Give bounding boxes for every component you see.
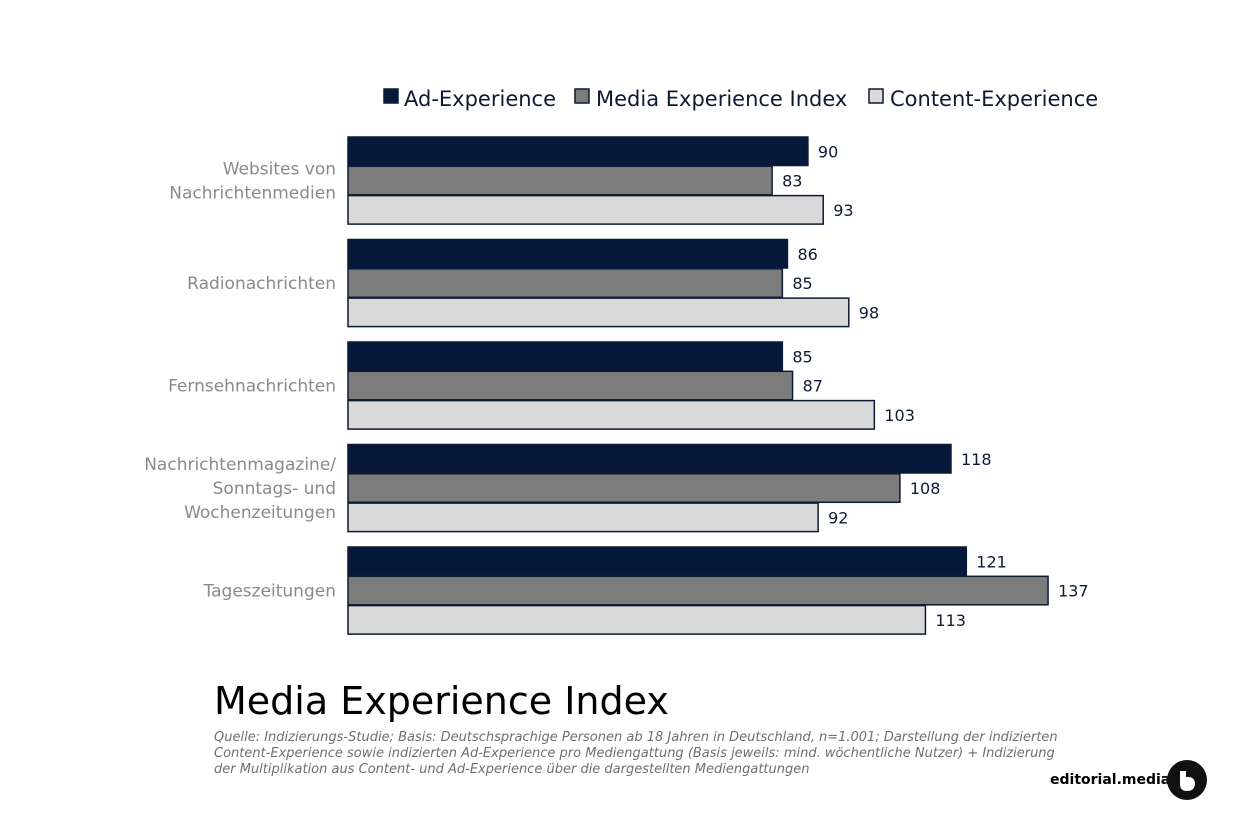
bar-chart: Ad-Experience Media Experience Index Conte… [144,87,1098,635]
bar [347,604,927,635]
legend-swatch [868,88,884,104]
bar [347,238,789,269]
bar [347,268,784,299]
category-label: Nachrichtenmedien [169,184,336,204]
bar [347,297,850,328]
source-note: Quelle: Indizierungs-Studie; Basis: Deut… [214,730,1058,777]
value-labels: 90 83 93 86 85 98 85 87 103 118 108 92 121 137 113 [782,142,1088,630]
value-label: 118 [961,450,992,469]
category-labels: Websites von Nachrichtenmedien Radionachri… [144,160,336,602]
category-label: Tageszeitungen [203,582,336,602]
value-label: 121 [976,552,1007,571]
category-label: Websites von [223,160,336,180]
legend-label: Content-Experience [890,87,1098,111]
value-label: 103 [884,406,915,425]
value-label: 98 [859,303,879,322]
category-label: Sonntags- und [213,479,336,499]
legend-item: Media Experience Index [574,87,847,111]
category-label: Radionachrichten [187,274,336,294]
legend-swatch [383,88,399,104]
legend-swatch [574,88,590,104]
value-label: 92 [828,508,848,527]
value-label: 90 [818,142,838,161]
bar [347,136,809,167]
bar [347,165,773,196]
bar [347,502,819,533]
value-label: 85 [792,274,812,293]
legend-item: Ad-Experience [383,87,556,111]
brand-name[interactable]: editorial.media [1050,772,1171,788]
category-label: Fernsehnachrichten [168,377,336,397]
value-label: 83 [782,172,802,191]
bar [347,341,784,372]
chart-legend: Ad-Experience Media Experience Index Conte… [383,87,1098,111]
legend-item: Content-Experience [868,87,1098,111]
bar [347,443,952,474]
value-label: 87 [803,377,823,396]
brand-logo-icon[interactable] [1167,760,1207,800]
bar [347,546,968,577]
bar [347,473,901,504]
bar [347,399,876,430]
category-label: Wochenzeitungen [184,503,336,523]
legend-label: Ad-Experience [404,87,556,111]
bars [347,136,1049,635]
bar [347,370,794,401]
value-label: 93 [833,201,853,220]
bar [347,575,1049,606]
value-label: 113 [935,611,966,630]
chart-title: Media Experience Index [214,679,669,723]
legend-label: Media Experience Index [596,87,847,111]
value-label: 137 [1058,582,1089,601]
category-label: Nachrichtenmagazine/ [144,455,336,475]
value-label: 86 [797,245,817,264]
value-label: 108 [910,479,941,498]
value-label: 85 [792,347,812,366]
bar [347,194,824,225]
